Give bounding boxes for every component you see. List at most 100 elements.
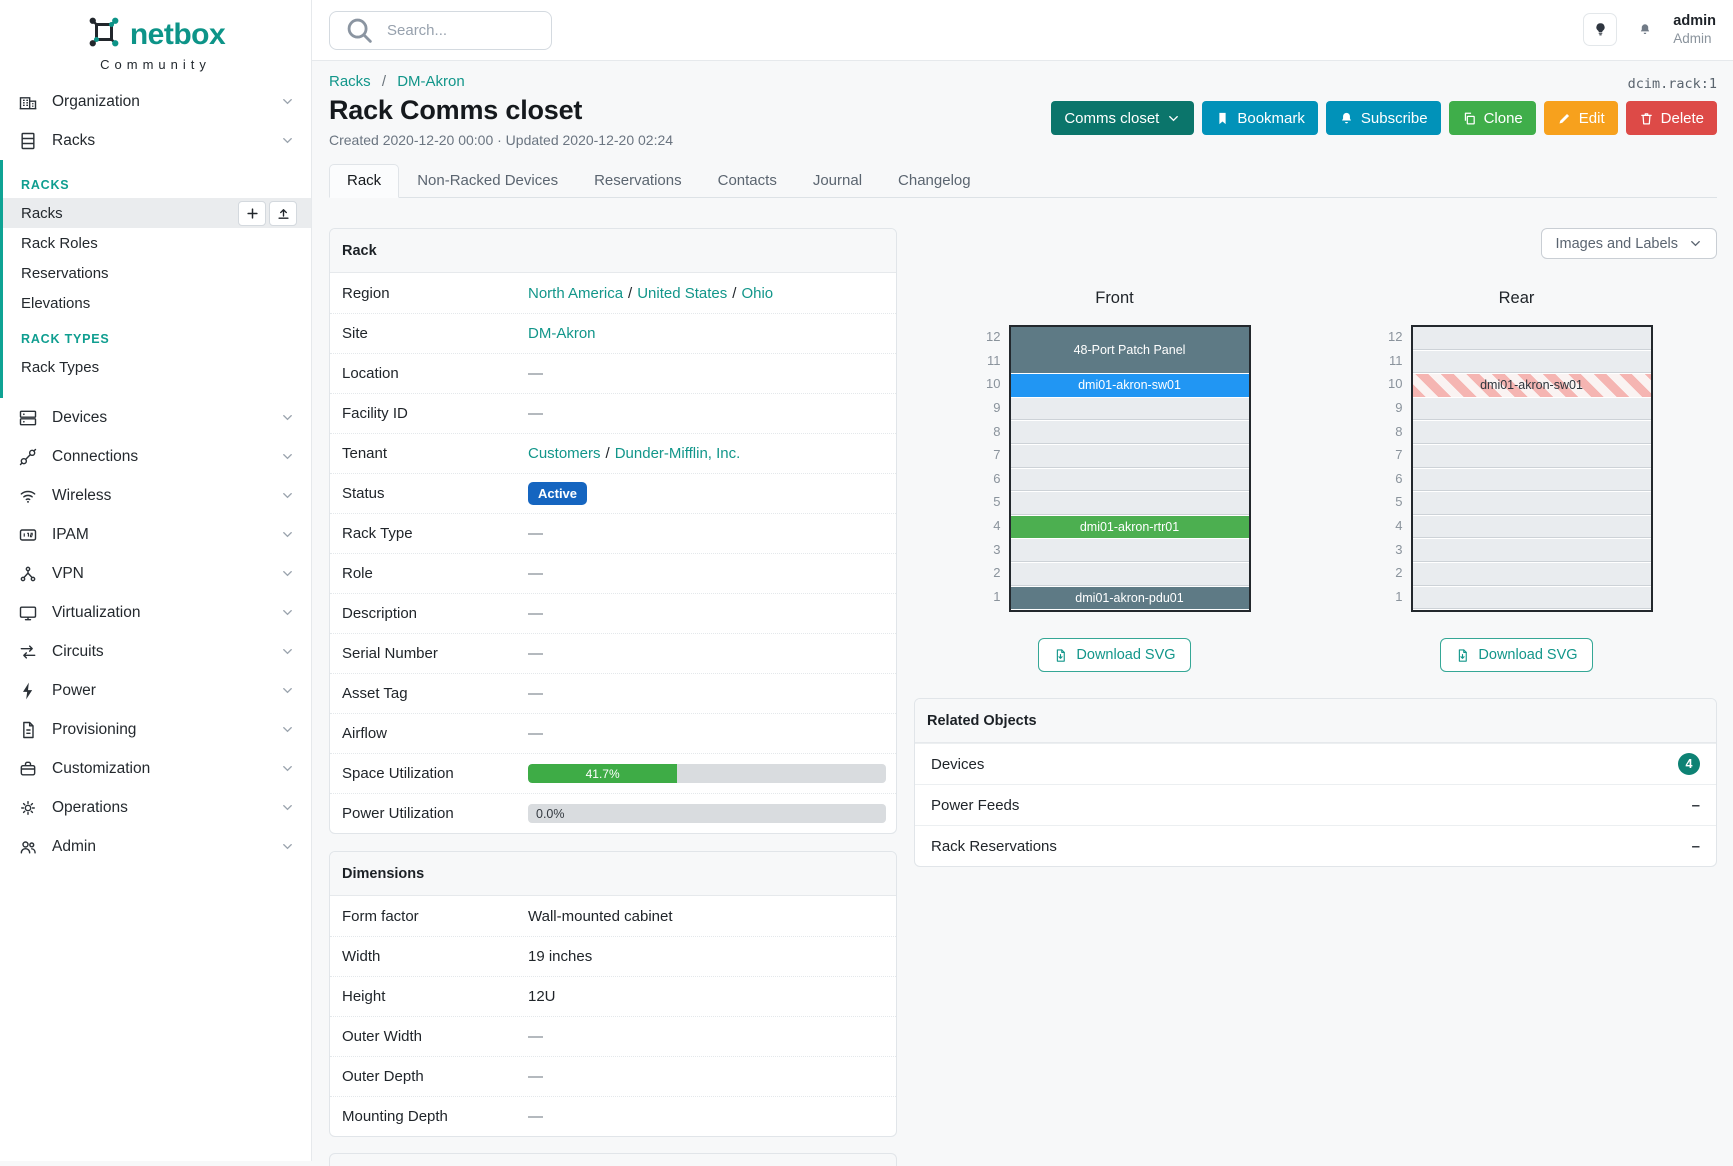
related-row-rack-reservations[interactable]: Rack Reservations – (915, 825, 1716, 866)
rack-panel-rows: Region North America / United States / Ohio Si… (330, 273, 896, 833)
related-row-power-feeds[interactable]: Power Feeds – (915, 784, 1716, 825)
brand-name: netbox (129, 17, 226, 51)
breadcrumb-site[interactable]: DM-Akron (397, 73, 465, 90)
rack-device-dmi01-akron-sw01[interactable]: dmi01-akron-sw01 (1010, 374, 1249, 398)
sidebar-item-label: Connections (52, 447, 139, 465)
link-dm-akron[interactable]: DM-Akron (528, 325, 596, 342)
rear-download-svg-button[interactable]: Download SVG (1440, 638, 1593, 673)
rear-title: Rear (1498, 289, 1535, 307)
rack-unit-empty (1412, 492, 1651, 516)
detail-value: — (528, 605, 884, 622)
tab-reservations[interactable]: Reservations (594, 172, 682, 189)
link-dunder-mifflin-inc[interactable]: Dunder-Mifflin, Inc. (614, 445, 741, 462)
detail-label: Site (342, 325, 368, 342)
tab-journal[interactable]: Journal (812, 172, 863, 189)
front-rack: 48-Port Patch Panel dmi01-akron-sw01 dmi01… (1008, 325, 1251, 613)
elevation-view-selector[interactable]: Images and Labels (1541, 228, 1717, 259)
sidebar-item-connections[interactable]: Connections (0, 437, 311, 476)
front-download-svg-button[interactable]: Download SVG (1038, 638, 1191, 673)
rack-device-48-port-patch-panel[interactable]: 48-Port Patch Panel (1010, 327, 1249, 375)
related-row-devices[interactable]: Devices 4 (915, 743, 1716, 784)
user-menu[interactable]: admin Admin (1673, 13, 1716, 47)
lightbulb-button[interactable] (1583, 13, 1618, 47)
copy-icon (1462, 111, 1477, 126)
progress-label: 41.7% (585, 766, 620, 781)
detail-row-width: Width 19 inches (330, 936, 896, 976)
detail-label: Serial Number (342, 645, 438, 662)
trash-icon (1639, 111, 1654, 126)
detail-row-space-utilization: Space Utilization 41.7% (330, 753, 896, 793)
rack-unit-empty (1412, 350, 1651, 375)
unit-number: 1 (993, 588, 1001, 604)
sidebar-item-label: Customization (52, 759, 151, 777)
link-separator: / (628, 284, 633, 302)
delete-button[interactable]: Delete (1625, 101, 1717, 135)
sidebar-item-ipam[interactable]: IPAM (0, 515, 311, 554)
breadcrumb-racks[interactable]: Racks (329, 73, 371, 90)
detail-row-rack-type: Rack Type — (330, 513, 896, 553)
subscribe-button[interactable]: Subscribe (1325, 101, 1441, 135)
sidebar-item-label: IPAM (52, 525, 89, 543)
sidebar-item-racks[interactable]: Racks (3, 198, 311, 228)
upload-button[interactable] (269, 200, 297, 226)
sidebar-item-admin[interactable]: Admin (0, 827, 311, 866)
status-badge: Active (528, 482, 588, 505)
sidebar-item-wireless[interactable]: Wireless (0, 476, 311, 515)
detail-value: — (528, 1068, 884, 1085)
sidebar-item-provisioning[interactable]: Provisioning (0, 710, 311, 749)
rack-device-dmi01-akron-sw01[interactable]: dmi01-akron-sw01 (1412, 374, 1651, 398)
sidebar-item-label: VPN (52, 564, 84, 582)
sidebar-item-operations[interactable]: Operations (0, 788, 311, 827)
sidebar-item-devices[interactable]: Devices (0, 398, 311, 437)
detail-row-form-factor: Form factor Wall-mounted cabinet (330, 896, 896, 936)
logo[interactable]: netbox Community (0, 0, 311, 72)
link-customers[interactable]: Customers (528, 445, 601, 462)
detail-label: Outer Depth (342, 1068, 424, 1085)
upload-icon (276, 206, 291, 221)
connections-icon (18, 447, 38, 467)
notifications-button[interactable] (1632, 15, 1658, 45)
tab-contacts[interactable]: Contacts (717, 172, 777, 189)
username: admin (1673, 13, 1716, 30)
related-label: Power Feeds (931, 796, 1020, 814)
bookmark-button[interactable]: Bookmark (1202, 101, 1318, 135)
detail-value: — (528, 365, 884, 382)
detail-row-mounting-depth: Mounting Depth — (330, 1096, 896, 1136)
comms-closet-button[interactable]: Comms closet (1051, 101, 1195, 135)
link-united-states[interactable]: United States (637, 284, 728, 302)
rack-device-dmi01-akron-pdu01[interactable]: dmi01-akron-pdu01 (1010, 586, 1249, 611)
detail-value: DM-Akron (528, 325, 884, 342)
detail-value: — (528, 1028, 884, 1045)
clone-button[interactable]: Clone (1448, 101, 1536, 135)
sidebar-item-rack-roles[interactable]: Rack Roles (3, 228, 311, 258)
sidebar-item-reservations[interactable]: Reservations (3, 258, 311, 288)
sidebar-nav-bottom: Devices Connections Wireless IPAM VPN Virtual… (0, 398, 311, 866)
edit-button[interactable]: Edit (1543, 101, 1618, 135)
sidebar-item-circuits[interactable]: Circuits (0, 632, 311, 671)
sidebar-item-power[interactable]: Power (0, 671, 311, 710)
sidebar: netbox Community Organization Racks RACKS… (0, 0, 312, 1161)
tab-non-racked-devices[interactable]: Non-Racked Devices (417, 172, 559, 189)
sidebar-item-customization[interactable]: Customization (0, 749, 311, 788)
file-download-icon (1053, 648, 1068, 663)
sidebar-item-virtualization[interactable]: Virtualization (0, 593, 311, 632)
link-north-america[interactable]: North America (528, 284, 624, 302)
plus-button[interactable] (238, 200, 266, 226)
page-title: Rack Comms closet (329, 95, 583, 125)
search-input[interactable] (385, 20, 539, 40)
chevron-down-icon (1166, 111, 1181, 126)
tab-changelog[interactable]: Changelog (898, 172, 971, 189)
sidebar-item-vpn[interactable]: VPN (0, 554, 311, 593)
vpn-icon (18, 564, 38, 584)
sidebar-item-elevations[interactable]: Elevations (3, 288, 311, 318)
sidebar-item-racks[interactable]: Racks (0, 121, 311, 160)
empty-value: — (528, 725, 543, 742)
rack-device-dmi01-akron-rtr01[interactable]: dmi01-akron-rtr01 (1010, 515, 1249, 540)
sidebar-item-organization[interactable]: Organization (0, 82, 311, 121)
search-box[interactable] (329, 10, 552, 50)
dimensions-panel: Dimensions Form factor Wall-mounted cabin… (329, 851, 897, 1137)
link-ohio[interactable]: Ohio (741, 284, 774, 302)
empty-value: — (528, 645, 543, 662)
sidebar-item-rack-types[interactable]: Rack Types (3, 352, 311, 382)
tab-rack[interactable]: Rack (329, 164, 400, 198)
